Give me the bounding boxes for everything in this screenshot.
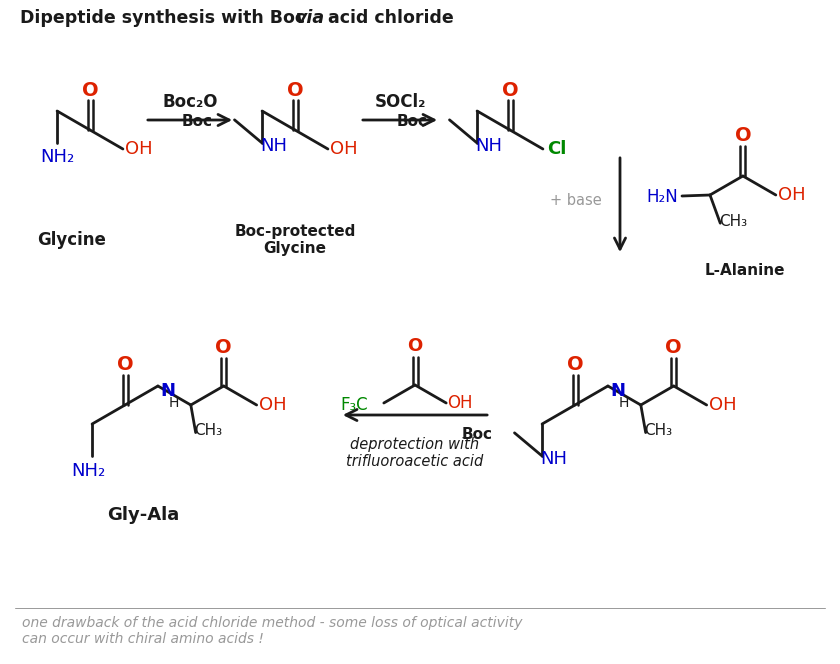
- Text: OH: OH: [125, 140, 153, 158]
- Text: CH₃: CH₃: [195, 423, 223, 438]
- Text: NH₂: NH₂: [71, 462, 105, 480]
- Text: N: N: [160, 382, 176, 400]
- Text: deprotection with: deprotection with: [350, 438, 480, 452]
- Text: one drawback of the acid chloride method - some loss of optical activity: one drawback of the acid chloride method…: [22, 616, 522, 630]
- Text: Cl: Cl: [547, 140, 567, 158]
- Text: Boc: Boc: [396, 114, 428, 129]
- Text: Boc: Boc: [181, 114, 213, 129]
- Text: Boc: Boc: [461, 428, 492, 442]
- Text: CH₃: CH₃: [719, 214, 748, 228]
- Text: OH: OH: [448, 394, 473, 412]
- Text: OH: OH: [330, 140, 358, 158]
- Text: O: O: [501, 80, 518, 100]
- Text: H: H: [169, 396, 179, 410]
- Text: O: O: [117, 355, 134, 373]
- Text: O: O: [215, 337, 232, 357]
- Text: Gly-Ala: Gly-Ala: [107, 506, 179, 524]
- Text: NH: NH: [475, 137, 502, 155]
- Text: Boc₂O: Boc₂O: [162, 93, 218, 111]
- Text: Glycine: Glycine: [38, 231, 107, 249]
- Text: H: H: [619, 396, 629, 410]
- Text: acid chloride: acid chloride: [322, 9, 454, 27]
- Text: trifluoroacetic acid: trifluoroacetic acid: [346, 454, 484, 469]
- Text: O: O: [665, 337, 682, 357]
- Text: OH: OH: [709, 396, 737, 414]
- Text: CH₃: CH₃: [644, 423, 673, 438]
- Text: O: O: [735, 125, 751, 145]
- Text: Dipeptide synthesis with Boc: Dipeptide synthesis with Boc: [20, 9, 311, 27]
- Text: L-Alanine: L-Alanine: [705, 262, 785, 278]
- Text: O: O: [567, 355, 583, 373]
- Text: NH: NH: [260, 137, 287, 155]
- Text: Boc-protected
Glycine: Boc-protected Glycine: [234, 224, 355, 256]
- Text: OH: OH: [778, 186, 806, 204]
- Text: N: N: [611, 382, 626, 400]
- Text: H₂N: H₂N: [646, 188, 678, 206]
- Text: O: O: [81, 80, 98, 100]
- Text: NH: NH: [541, 450, 568, 468]
- Text: O: O: [286, 80, 303, 100]
- Text: F₃C: F₃C: [340, 396, 368, 414]
- Text: OH: OH: [259, 396, 286, 414]
- Text: NH₂: NH₂: [40, 148, 74, 166]
- Text: O: O: [407, 337, 423, 355]
- Text: can occur with chiral amino acids !: can occur with chiral amino acids !: [22, 632, 264, 646]
- Text: via: via: [296, 9, 325, 27]
- Text: SOCl₂: SOCl₂: [375, 93, 426, 111]
- Text: + base: + base: [550, 193, 602, 207]
